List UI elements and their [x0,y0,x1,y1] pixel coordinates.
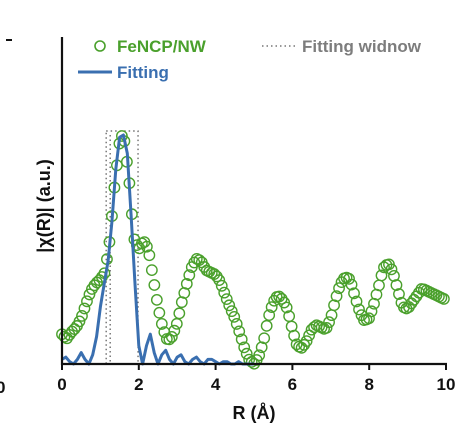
fencp-nw-point [78,302,91,315]
fencp-nw-point [73,315,86,328]
fencp-nw-point [145,264,158,277]
fencp-nw-point [223,299,236,312]
fencp-nw-point [225,305,238,318]
legend-entry-fitting-window: Fitting widnow [262,37,422,56]
legend-marker-circle [94,40,106,52]
y-axis-title: |χ(R)| (a.u.) [34,159,54,252]
fencp-nw-point [320,321,333,334]
legend-label-fitting-window: Fitting widnow [302,37,422,56]
fencp-nw-point [373,279,385,292]
fencp-nw-point [253,349,266,362]
fencp-nw-point [235,333,248,346]
fencp-nw-point [365,305,378,318]
fencp-nw-point [140,240,153,253]
fencp-nw-point [143,249,156,262]
fencp-nw-point [213,274,226,287]
adjacent-panel-tick-label: 0 [0,378,5,397]
x-tick-label: 6 [288,375,297,394]
fencp-nw-point [393,288,405,300]
fencp-nw-point [280,301,293,314]
x-tick-label: 0 [57,375,66,394]
fencp-nw-point [230,318,243,330]
x-tick-label: 4 [211,375,221,394]
fencp-nw-point [155,318,168,330]
series-fencp-nw [56,130,450,370]
fencp-nw-point [350,295,363,308]
fencp-nw-point [437,293,450,305]
fencp-nw-point [81,295,93,308]
fencp-nw-point [148,279,161,291]
legend-entry-fencp-nw: FeNCP/NW [94,37,207,56]
fencp-nw-point [238,341,251,354]
fencp-nw-point [76,310,88,322]
fencp-nw-point [263,309,276,322]
fencp-nw-point [260,319,273,332]
fencp-nw-point [258,332,271,345]
fencp-nw-point [245,355,258,368]
x-tick-label: 2 [134,375,143,394]
fencp-nw-point [228,310,241,323]
fencp-nw-point [218,286,231,299]
fencp-nw-point [348,287,360,300]
x-axis-title: R (Å) [233,403,276,423]
fencp-nw-point [325,309,338,322]
fencp-nw-point [288,329,301,342]
fencp-nw-point [353,303,365,316]
fencp-nw-point [323,316,335,329]
fencp-nw-point [330,290,343,303]
legend: FeNCP/NW Fitting Fitting widnow [78,37,422,82]
fencp-nw-point [83,288,96,301]
fencp-nw-point [170,317,183,330]
fitting-line [61,133,254,366]
fencp-nw-point [153,306,166,319]
fencp-nw-point [265,301,278,314]
fencp-nw-point [345,278,358,291]
legend-label-fitting: Fitting [117,63,169,82]
fencp-nw-point [163,333,176,346]
fencp-nw-point [300,335,313,347]
x-ticks: 0 2 4 6 8 10 [57,364,455,394]
fencp-nw-point [375,269,388,282]
fencp-nw-point [333,282,345,295]
fencp-nw-point [385,263,398,276]
x-tick-label: 8 [364,375,373,394]
series-fitting [61,133,254,366]
fencp-nw-point [165,331,178,343]
fencp-nw-point [363,312,375,325]
fencp-nw-point [343,272,355,285]
fencp-nw-point [233,325,246,338]
fencp-nw-point [150,293,163,306]
fencp-nw-point [220,293,233,306]
fencp-nw-point [215,279,228,292]
x-tick-label: 10 [437,375,456,394]
fencp-nw-point [168,324,181,337]
fencp-nw-point [408,293,420,306]
fencp-nw-point [183,269,196,282]
legend-label-fencp-nw: FeNCP/NW [117,37,207,56]
fencp-nw-point [173,307,186,320]
legend-entry-fitting: Fitting [78,63,169,82]
fencp-nw-point [180,277,193,290]
